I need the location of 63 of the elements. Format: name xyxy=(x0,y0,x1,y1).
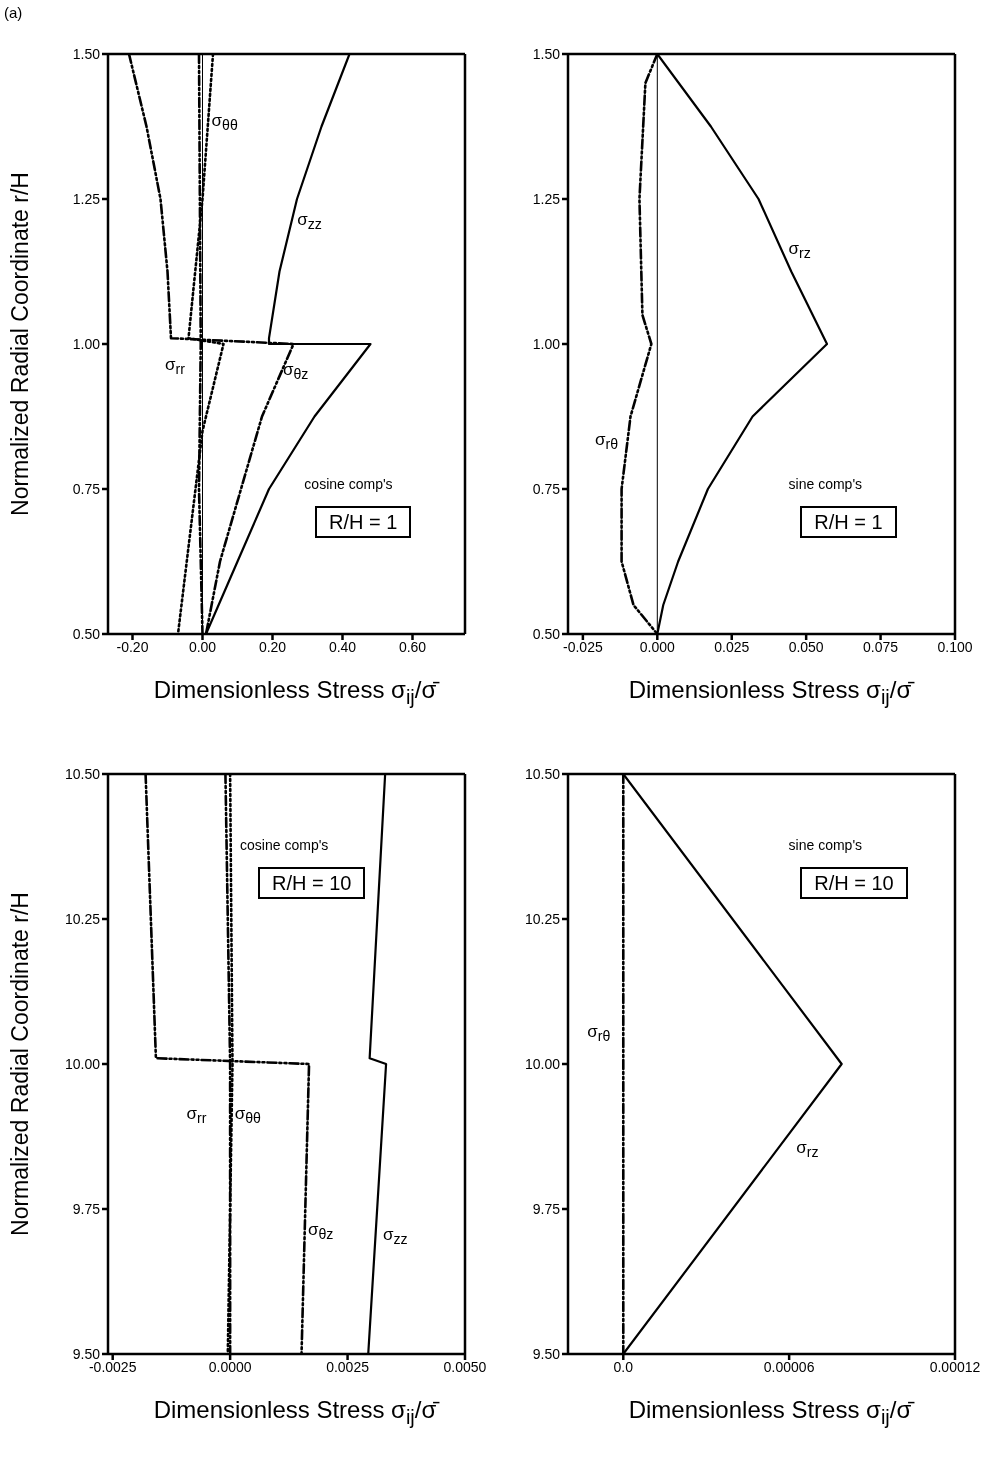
x-tick-label: 0.000 xyxy=(639,638,676,655)
annotation: σ$_{rz}$ xyxy=(788,238,811,262)
annotation: σ$_{θθ}$ xyxy=(234,1103,261,1127)
y-tick-label: 1.25 xyxy=(72,190,101,207)
x-tick-label: 0.075 xyxy=(863,638,899,655)
x-axis-title: Dimensionless Stress σ$_{ij}$/σ̄ xyxy=(152,1396,441,1429)
x-tick-label: 0.050 xyxy=(788,638,824,655)
x-tick-label: 0.00012 xyxy=(929,1358,981,1375)
annotation: sine comp's xyxy=(788,476,863,493)
x-tick-label: 0.20 xyxy=(258,638,287,655)
annotation: σ$_{rr}$ xyxy=(165,354,186,378)
y-tick-label: 10.50 xyxy=(524,765,561,782)
annotation: σ$_{rr}$ xyxy=(186,1103,207,1127)
annotation: σ$_{zz}$ xyxy=(297,209,322,233)
y-tick-label: 9.50 xyxy=(532,1345,561,1362)
annotation: cosine comp's xyxy=(304,476,393,493)
y-tick-label: 9.75 xyxy=(532,1200,561,1217)
annotation: R/H = 10 xyxy=(257,866,366,899)
annotation: R/H = 10 xyxy=(800,866,908,899)
y-tick-label: 0.50 xyxy=(72,625,101,642)
annotation: σ$_{rθ}$ xyxy=(587,1022,611,1046)
y-tick-label: 1.25 xyxy=(532,190,561,207)
y-tick-label: 10.50 xyxy=(64,765,101,782)
x-tick-label: 0.00 xyxy=(188,638,217,655)
x-axis-title: Dimensionless Stress σ$_{ij}$/σ̄ xyxy=(627,676,916,709)
y-tick-label: 1.00 xyxy=(532,335,561,352)
x-tick-label: 0.40 xyxy=(328,638,357,655)
x-tick-label: -0.025 xyxy=(563,638,603,655)
x-tick-label: 0.00006 xyxy=(763,1358,815,1375)
x-tick-label: 0.0050 xyxy=(443,1358,487,1375)
y-tick-label: 1.50 xyxy=(72,45,101,62)
x-tick-label: 0.0025 xyxy=(326,1358,370,1375)
x-tick-label: 0.0000 xyxy=(208,1358,252,1375)
y-tick-label: 10.00 xyxy=(64,1055,101,1072)
annotation: σ$_{rz}$ xyxy=(796,1138,819,1162)
chart-title: (a) xyxy=(4,4,23,21)
x-tick-label: 0.60 xyxy=(398,638,427,655)
x-tick-label: 0.100 xyxy=(937,638,973,655)
x-axis-title: Dimensionless Stress σ$_{ij}$/σ̄ xyxy=(627,1396,916,1429)
y-axis-title: Normalized Radial Coordinate r/H xyxy=(7,172,34,516)
y-tick-label: 10.00 xyxy=(524,1055,561,1072)
x-axis-title: Dimensionless Stress σ$_{ij}$/σ̄ xyxy=(152,676,441,709)
annotation: cosine comp's xyxy=(240,836,329,854)
y-tick-label: 10.25 xyxy=(524,910,561,927)
annotation: σ$_{rθ}$ xyxy=(595,430,619,453)
y-axis-title: Normalized Radial Coordinate r/H xyxy=(7,892,34,1236)
x-tick-label: -0.20 xyxy=(116,638,149,655)
x-tick-label: 0.025 xyxy=(714,638,750,655)
y-tick-label: 1.00 xyxy=(72,335,101,352)
annotation: σ$_{zz}$ xyxy=(382,1225,408,1249)
annotation: σ$_{θz}$ xyxy=(282,360,309,384)
x-tick-label: 0.0 xyxy=(613,1358,634,1375)
y-tick-label: 10.25 xyxy=(64,910,101,927)
annotation: R/H = 1 xyxy=(800,506,897,539)
annotation: σ$_{θz}$ xyxy=(307,1219,334,1243)
annotation: σ$_{θθ}$ xyxy=(211,111,238,134)
annotation: R/H = 1 xyxy=(315,506,412,539)
annotation: sine comp's xyxy=(788,836,863,854)
y-tick-label: 0.50 xyxy=(532,625,561,642)
y-tick-label: 0.75 xyxy=(72,480,101,497)
y-tick-label: 0.75 xyxy=(532,480,561,497)
y-tick-label: 1.50 xyxy=(532,45,561,62)
y-tick-label: 9.75 xyxy=(72,1200,101,1217)
